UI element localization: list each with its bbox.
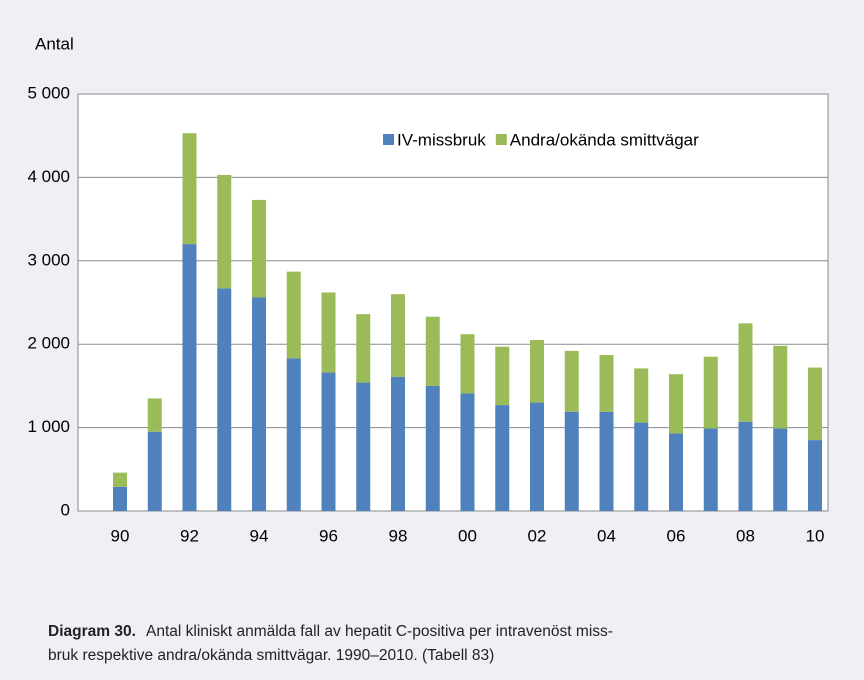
bar-segment <box>599 411 614 511</box>
bar-segment <box>564 350 579 412</box>
bar-segment <box>808 367 822 441</box>
bar-segment <box>147 431 162 511</box>
x-tick-label: 06 <box>667 526 686 545</box>
bar-segment <box>425 385 440 511</box>
x-tick-label: 94 <box>250 526 269 545</box>
legend-swatch <box>495 134 507 145</box>
bar-segment <box>669 433 683 511</box>
bar-segment <box>391 376 405 511</box>
bar-segment <box>356 314 371 383</box>
legend-label: Andra/okända smittvägar <box>510 130 699 149</box>
bar-segment <box>669 374 683 434</box>
bar-segment <box>356 382 371 511</box>
bar-segment <box>113 472 127 487</box>
x-tick-label: 92 <box>180 526 199 545</box>
x-tick-label: 08 <box>736 526 755 545</box>
plot-area <box>77 93 829 512</box>
y-axis-label: Antal <box>35 34 74 53</box>
y-tick-label: 2 000 <box>27 334 70 353</box>
bar-segment <box>321 292 336 373</box>
bar-segment <box>738 421 753 511</box>
bar-segment <box>217 174 232 289</box>
bar-segment <box>113 486 127 511</box>
x-tick-label: 90 <box>111 526 130 545</box>
bar-segment <box>391 294 405 377</box>
bar-segment <box>634 422 649 511</box>
y-tick-label: 1 000 <box>27 417 70 436</box>
bar-segment <box>425 316 440 386</box>
bar-segment <box>460 334 475 394</box>
bar-segment <box>252 199 266 298</box>
caption-text: Antal kliniskt anmälda fall av hepatit C… <box>146 623 613 640</box>
x-tick-label: 96 <box>319 526 338 545</box>
bar-segment <box>286 358 301 511</box>
bar-segment <box>321 372 336 511</box>
x-tick-label: 04 <box>597 526 616 545</box>
bar-segment <box>738 323 753 422</box>
legend-label: IV-missbruk <box>397 130 486 149</box>
caption-text: bruk respektive andra/okända smittvägar.… <box>48 647 494 664</box>
bar-segment <box>252 297 266 511</box>
bar-segment <box>495 346 510 406</box>
bar-segment <box>808 440 822 511</box>
legend-swatch <box>383 134 394 145</box>
x-tick-label: 02 <box>528 526 547 545</box>
bar-segment <box>703 428 718 511</box>
bar-segment <box>460 393 475 511</box>
y-tick-label: 3 000 <box>27 250 70 269</box>
caption-label: Diagram 30. <box>48 623 136 640</box>
y-tick-label: 4 000 <box>27 167 70 186</box>
bar-segment <box>182 244 197 511</box>
bar-segment <box>599 355 614 412</box>
bar-segment <box>773 428 788 511</box>
bar-segment <box>530 340 544 403</box>
bar-segment <box>217 288 232 511</box>
x-tick-label: 10 <box>806 526 825 545</box>
y-tick-label: 5 000 <box>27 83 70 102</box>
bar-segment <box>634 368 649 423</box>
x-tick-label: 98 <box>389 526 408 545</box>
bar-segment <box>703 356 718 429</box>
y-tick-label: 0 <box>61 500 70 519</box>
bar-segment <box>773 345 788 429</box>
bar-segment <box>564 411 579 511</box>
bar-segment <box>495 405 510 511</box>
x-tick-label: 00 <box>458 526 477 545</box>
bar-segment <box>530 402 544 511</box>
bar-segment <box>147 398 162 432</box>
bar-segment <box>286 271 301 359</box>
bar-segment <box>182 133 197 245</box>
